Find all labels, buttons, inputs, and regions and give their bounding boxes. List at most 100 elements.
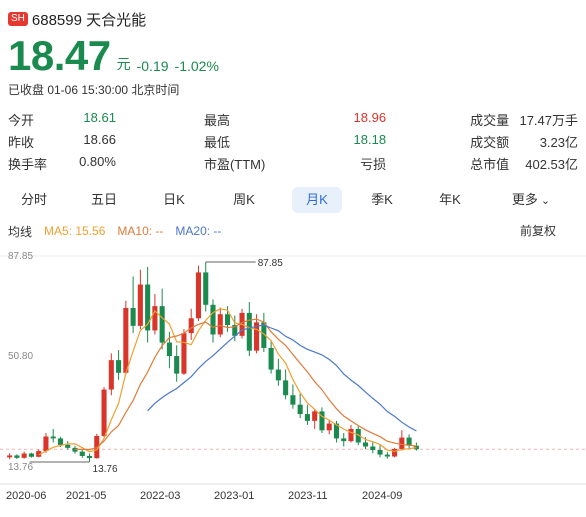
candle-body <box>79 451 85 456</box>
tab-4[interactable]: 月K <box>292 187 342 213</box>
candle-body <box>210 304 216 335</box>
market-status: 已收盘 01-06 15:30:00 北京时间 <box>8 83 180 97</box>
stat-label: 市盈(TTM) <box>203 156 266 172</box>
x-tick-label: 2022-03 <box>140 490 180 502</box>
tab-6[interactable]: 年K <box>439 192 461 207</box>
max-annotation-label: 87.85 <box>258 258 283 269</box>
candle-body <box>232 325 238 336</box>
stock-name: 688599 天合光能 <box>31 11 147 29</box>
candle-body <box>86 455 93 459</box>
candle-body <box>370 446 376 451</box>
tab-7[interactable]: 更多 ⌄ <box>511 192 551 207</box>
candle-body <box>7 455 13 458</box>
ma10-line <box>75 318 417 451</box>
x-tick-label: 2023-01 <box>214 490 254 502</box>
stats-row: 昨收 18.66 最低 18.18 成交额 3.23亿 <box>8 130 578 152</box>
chevron-down-icon: ⌄ <box>537 195 551 207</box>
stat-value: 18.18 <box>353 131 387 147</box>
indicator-row: 均线 MA5: 15.56 MA10: -- MA20: -- 前复权 <box>8 222 578 240</box>
stat-value: 18.66 <box>83 131 116 147</box>
candle-body <box>195 272 202 319</box>
x-tick-label: 2020-06 <box>6 490 46 502</box>
candle-body <box>377 450 383 455</box>
candle-body <box>174 356 180 374</box>
candle-body <box>399 437 405 449</box>
min-annotation-label: 13.76 <box>93 464 118 475</box>
candle-body <box>152 306 158 331</box>
stat-label: 今开 <box>8 112 35 128</box>
candle-body <box>283 380 289 396</box>
candle-body <box>116 360 122 373</box>
y-tick-label: 13.76 <box>8 462 33 473</box>
stat-label: 昨收 <box>8 134 35 150</box>
candle-body <box>224 314 231 326</box>
candle-body <box>65 444 71 448</box>
candle-body <box>275 369 281 381</box>
candle-body <box>159 306 165 343</box>
stat-label: 成交量 <box>470 112 510 128</box>
candle-body <box>137 284 143 326</box>
stat-value: 17.47万手 <box>519 112 579 128</box>
candle-body <box>145 284 151 331</box>
candle-body <box>392 448 398 457</box>
kline-chart[interactable]: 87.85 50.80 13.76 87.85 13.76 2020-06 2021-05 2… <box>0 240 586 517</box>
ma5-label: MA5: 15.56 <box>44 224 106 238</box>
candle-body <box>268 347 274 370</box>
ma20-label: MA20: -- <box>175 224 222 238</box>
candle-body <box>123 308 129 373</box>
stats-row: 换手率 0.80% 市盈(TTM) 亏损 总市值 402.53亿 <box>8 152 578 174</box>
stat-cell: 成交量 17.47万手 <box>470 110 578 129</box>
price-change-pct: -1.02% <box>174 58 219 74</box>
candle-body <box>188 318 194 334</box>
candle-body <box>362 442 369 447</box>
stat-value: 402.53亿 <box>525 156 579 172</box>
candle-body <box>384 454 390 457</box>
candle-body <box>304 414 310 421</box>
tab-0[interactable]: 分时 <box>20 192 47 207</box>
stat-label: 换手率 <box>8 156 48 172</box>
stat-cell: 总市值 402.53亿 <box>470 154 578 173</box>
stat-label: 成交额 <box>470 134 510 150</box>
candle-body <box>217 314 223 335</box>
candle-body <box>130 308 136 326</box>
stats-table: 今开 18.61 最高 18.96 成交量 17.47万手昨收 18.66 最低 18.18 成交… <box>8 108 578 174</box>
stat-cell: 今开 18.61 <box>8 110 116 129</box>
candle-body <box>101 389 107 436</box>
adjust-mode-button[interactable]: 前复权 <box>519 224 556 238</box>
candle-body <box>254 322 260 351</box>
tab-2[interactable]: 日K <box>163 192 185 207</box>
candle-body <box>36 451 42 457</box>
tab-3[interactable]: 周K <box>233 192 255 207</box>
stat-value: 3.23亿 <box>539 134 579 150</box>
x-tick-label: 2023-11 <box>288 490 328 502</box>
candle-body <box>28 453 34 457</box>
stat-cell: 市盈(TTM) 亏损 <box>204 154 386 173</box>
stats-row: 今开 18.61 最高 18.96 成交量 17.47万手 <box>8 108 578 130</box>
stat-cell: 最低 18.18 <box>204 132 386 151</box>
stat-cell: 成交额 3.23亿 <box>470 132 578 151</box>
ma20-line <box>147 324 417 432</box>
candle-body <box>181 333 187 374</box>
indicator-main-label[interactable]: 均线 <box>8 224 33 239</box>
candle-body <box>326 423 332 431</box>
candle-body <box>43 436 49 452</box>
stat-cell: 最高 18.96 <box>204 110 386 129</box>
stat-label: 总市值 <box>470 156 510 172</box>
candle-body <box>203 272 209 305</box>
price-change: -0.19 <box>136 58 169 74</box>
x-tick-label: 2021-05 <box>66 490 106 502</box>
candle-body <box>50 436 56 439</box>
candle-body <box>290 395 296 405</box>
exchange-badge: SH <box>8 12 28 26</box>
candle-body <box>319 411 325 431</box>
candle-body <box>297 404 303 415</box>
tab-5[interactable]: 季K <box>371 192 393 207</box>
candle-body <box>406 437 412 446</box>
candle-body <box>166 342 172 357</box>
candle-body <box>312 411 318 421</box>
candle-body <box>261 322 267 348</box>
x-tick-label: 2024-09 <box>362 490 402 502</box>
ma5-line <box>38 308 417 456</box>
y-tick-label: 87.85 <box>8 251 33 262</box>
tab-1[interactable]: 五日 <box>90 192 117 207</box>
